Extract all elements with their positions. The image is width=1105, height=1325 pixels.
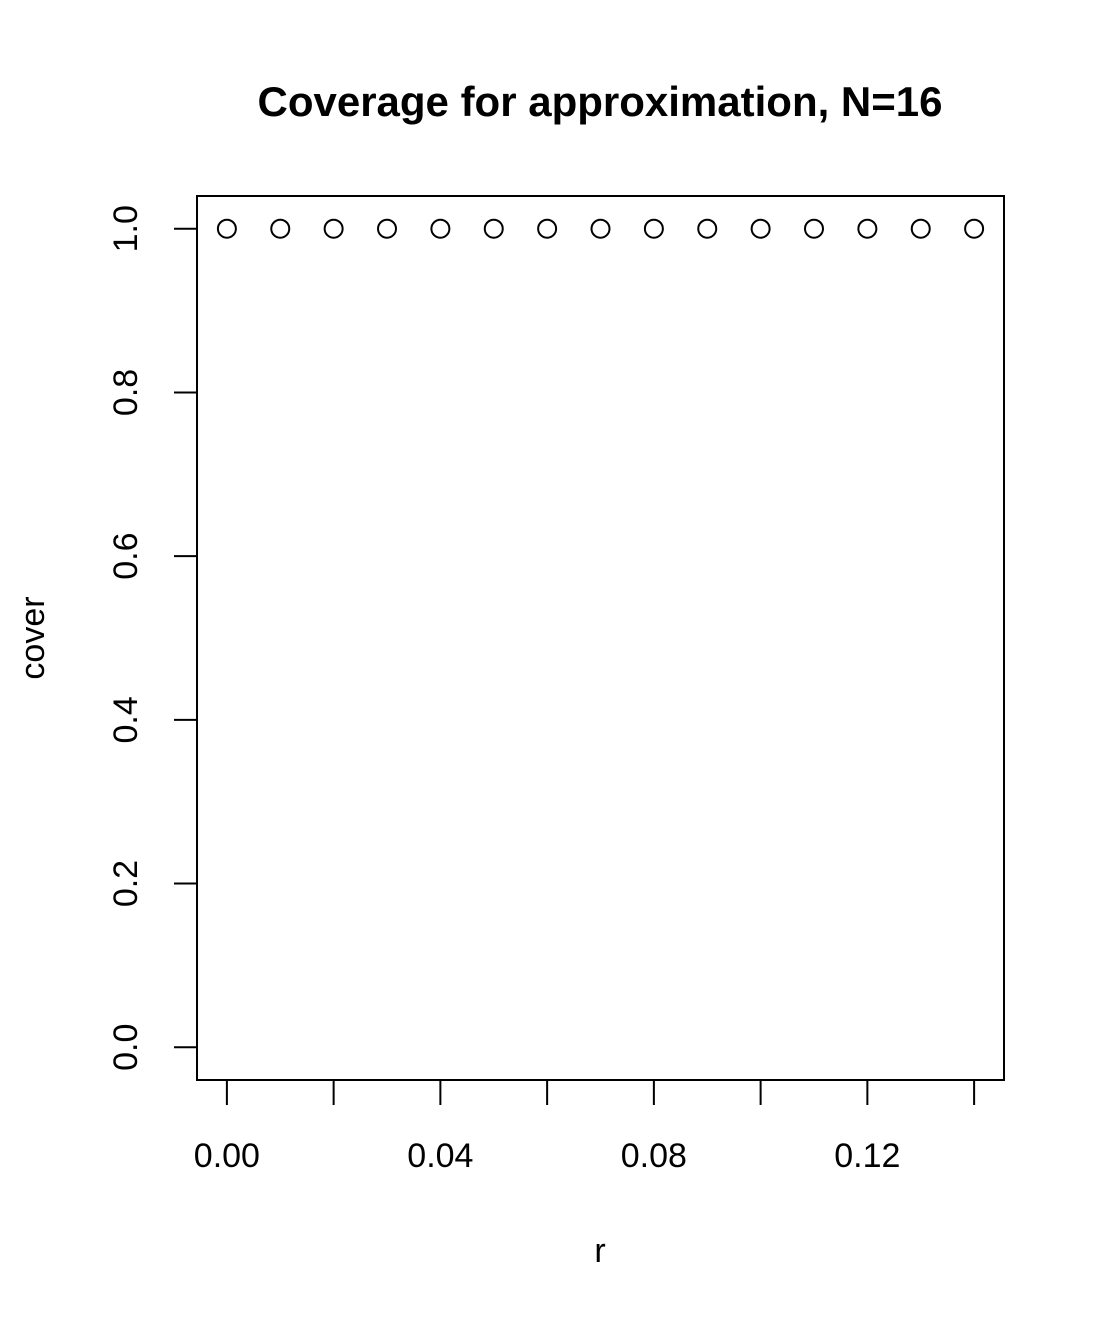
plot-frame bbox=[196, 195, 1005, 1081]
y-axis: 0.0 0.2 0.4 0.6 0.8 1.0 bbox=[107, 205, 198, 1071]
data-point bbox=[857, 218, 878, 239]
y-tick-label: 0.2 bbox=[107, 860, 145, 907]
y-axis-label: cover bbox=[14, 596, 52, 679]
x-axis-label: r bbox=[594, 1232, 605, 1270]
data-point bbox=[216, 218, 237, 239]
x-tick-label: 0.04 bbox=[407, 1137, 473, 1175]
x-tick-label: 0.12 bbox=[834, 1137, 900, 1175]
data-point bbox=[323, 218, 344, 239]
x-axis: 0.00 0.04 0.08 0.12 bbox=[194, 1079, 976, 1175]
data-points bbox=[216, 218, 985, 239]
data-point bbox=[590, 218, 611, 239]
y-tick-label: 0.4 bbox=[107, 696, 145, 743]
x-tick-label: 0.00 bbox=[194, 1137, 260, 1175]
data-point bbox=[910, 218, 931, 239]
data-point bbox=[430, 218, 451, 239]
data-point bbox=[964, 218, 985, 239]
y-tick-label: 1.0 bbox=[107, 205, 145, 252]
data-point bbox=[697, 218, 718, 239]
data-point bbox=[483, 218, 504, 239]
chart-title: Coverage for approximation, N=16 bbox=[257, 78, 942, 125]
y-tick-label: 0.0 bbox=[107, 1024, 145, 1071]
x-tick-label: 0.08 bbox=[621, 1137, 687, 1175]
data-point bbox=[643, 218, 664, 239]
data-point bbox=[270, 218, 291, 239]
data-point bbox=[803, 218, 824, 239]
data-point bbox=[377, 218, 398, 239]
y-tick-label: 0.6 bbox=[107, 533, 145, 580]
data-point bbox=[537, 218, 558, 239]
y-tick-label: 0.8 bbox=[107, 369, 145, 416]
data-point bbox=[750, 218, 771, 239]
